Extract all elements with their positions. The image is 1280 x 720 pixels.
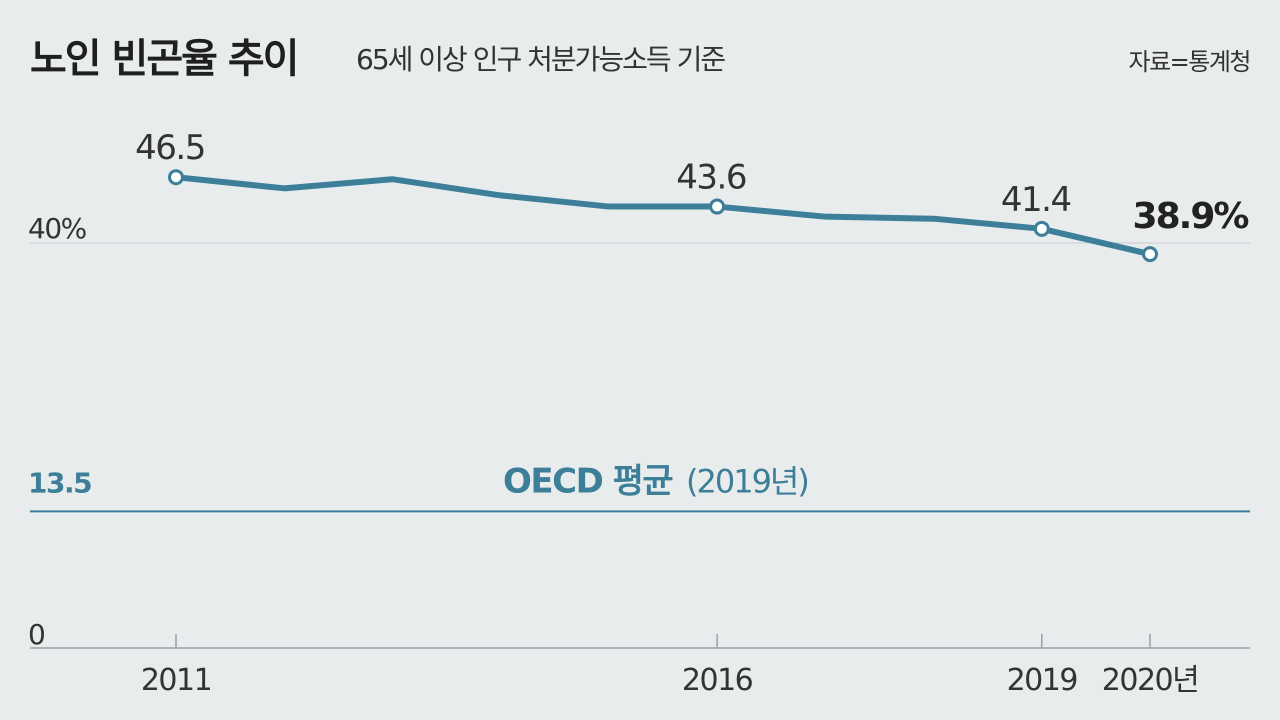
x-tick-label: 2011 xyxy=(141,663,211,698)
source-note: 자료=통계청 xyxy=(1128,48,1251,76)
data-point-marker xyxy=(168,169,184,186)
x-tick-label: 2020년 xyxy=(1102,663,1198,698)
chart-title: 노인 빈곤율 추이 xyxy=(30,36,299,82)
chart-subtitle: 65세 이상 인구 처분가능소득 기준 xyxy=(356,43,726,76)
y-tick-label: 40% xyxy=(28,212,87,245)
oecd-reference-year: (2019년) xyxy=(686,462,808,500)
data-label: 43.6 xyxy=(676,158,746,198)
data-point-marker xyxy=(709,198,726,215)
series-line xyxy=(173,174,1153,258)
data-label-latest: 38.9% xyxy=(1133,196,1249,237)
chart-header: 노인 빈곤율 추이 65세 이상 인구 처분가능소득 기준 자료=통계청 xyxy=(0,0,1280,90)
data-label: 41.4 xyxy=(1001,180,1071,220)
data-point-marker xyxy=(1033,220,1050,237)
y-tick-label: 0 xyxy=(28,618,44,651)
oecd-reference-value: 13.5 xyxy=(28,466,91,499)
oecd-reference-label: OECD 평균 xyxy=(503,461,673,501)
x-tick-label: 2019 xyxy=(1007,663,1077,698)
x-tick-label: 2016 xyxy=(682,663,753,698)
data-label: 46.5 xyxy=(135,128,205,168)
data-point-marker xyxy=(1142,246,1158,263)
